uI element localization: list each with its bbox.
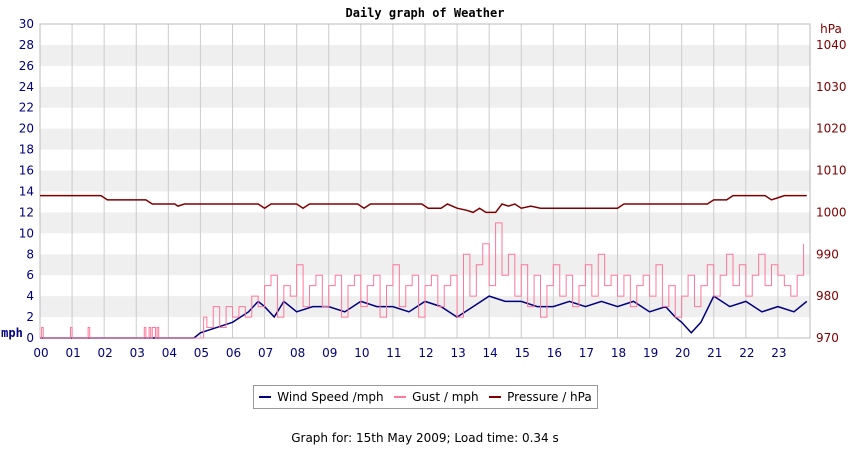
x-axis-ticks: 00 01 02 03 04 05 06 07 08 09 10 11 12 13 14 15 16 17 18 19…	[33, 346, 786, 360]
x-tick-label: 06	[226, 346, 241, 360]
right-tick-label: 1040	[816, 38, 847, 52]
x-tick-label: 15	[515, 346, 530, 360]
legend-item-wind: Wind Speed /mph	[259, 390, 384, 404]
x-tick-label: 19	[643, 346, 658, 360]
x-tick-label: 22	[739, 346, 754, 360]
right-tick-label: 1000	[816, 205, 847, 219]
x-tick-label: 23	[771, 346, 786, 360]
x-tick-label: 14	[483, 346, 498, 360]
right-tick-label: 990	[816, 247, 839, 261]
left-tick-label: 30	[19, 17, 34, 31]
legend-swatch-gust	[394, 396, 407, 398]
left-tick-label: 12	[19, 205, 34, 219]
x-tick-label: 04	[162, 346, 177, 360]
x-tick-label: 17	[579, 346, 594, 360]
plot-frame	[39, 23, 811, 339]
footer-text: Graph for: 15th May 2009; Load time: 0.3…	[291, 431, 559, 445]
series-line-pressure	[40, 194, 807, 214]
x-tick-label: 16	[547, 346, 562, 360]
legend-label-pressure: Pressure / hPa	[507, 390, 592, 404]
left-axis-unit: mph	[1, 326, 23, 340]
left-tick-label: 16	[19, 164, 34, 178]
weather-chart: Daily graph of Weather mph hPa 024681012…	[1, 6, 847, 360]
right-tick-label: 1030	[816, 80, 847, 94]
left-tick-label: 10	[19, 226, 34, 240]
x-tick-label: 03	[130, 346, 145, 360]
left-tick-label: 14	[19, 184, 34, 198]
right-axis-unit: hPa	[820, 22, 842, 36]
x-tick-label: 12	[418, 346, 433, 360]
legend-swatch-wind	[259, 396, 272, 398]
series-line-gust	[40, 222, 805, 339]
x-tick-label: 13	[450, 346, 465, 360]
x-tick-label: 07	[258, 346, 273, 360]
legend-item-gust: Gust / mph	[394, 390, 479, 404]
left-tick-label: 20	[19, 122, 34, 136]
legend-label-gust: Gust / mph	[412, 390, 479, 404]
x-tick-label: 08	[290, 346, 305, 360]
x-tick-label: 21	[707, 346, 722, 360]
chart-title: Daily graph of Weather	[346, 6, 505, 20]
left-tick-label: 8	[26, 247, 34, 261]
legend-swatch-pressure	[489, 396, 502, 398]
right-tick-label: 970	[816, 331, 839, 345]
left-tick-label: 18	[19, 143, 34, 157]
legend-item-pressure: Pressure / hPa	[489, 390, 592, 404]
left-tick-label: 2	[26, 310, 34, 324]
left-tick-label: 24	[19, 80, 34, 94]
series-lines	[40, 194, 808, 339]
x-tick-label: 01	[65, 346, 80, 360]
x-tick-label: 10	[354, 346, 369, 360]
x-tick-label: 05	[194, 346, 209, 360]
left-tick-label: 0	[26, 331, 34, 345]
x-tick-label: 00	[33, 346, 48, 360]
left-tick-label: 22	[19, 101, 34, 115]
left-tick-label: 4	[26, 289, 34, 303]
legend-label-wind: Wind Speed /mph	[277, 390, 384, 404]
x-tick-label: 18	[611, 346, 626, 360]
legend: Wind Speed /mph Gust / mph Pressure / hP…	[253, 385, 598, 409]
right-tick-label: 1010	[816, 164, 847, 178]
right-tick-label: 1020	[816, 122, 847, 136]
x-tick-label: 11	[386, 346, 401, 360]
left-tick-label: 6	[26, 268, 34, 282]
x-tick-label: 09	[322, 346, 337, 360]
left-tick-label: 26	[19, 59, 34, 73]
x-tick-label: 02	[98, 346, 113, 360]
right-tick-label: 980	[816, 289, 839, 303]
x-tick-label: 20	[675, 346, 690, 360]
left-tick-label: 28	[19, 38, 34, 52]
right-axis-ticks: 970 980 990 1000 1010 1020 1030 1040	[816, 38, 847, 345]
